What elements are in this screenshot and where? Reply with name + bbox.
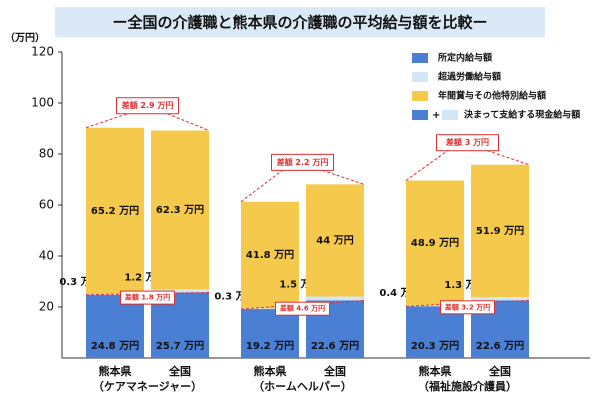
y-tick-label: 60 bbox=[39, 198, 54, 212]
group-label: （福祉施設介護員） bbox=[418, 379, 517, 393]
difference-line bbox=[322, 169, 365, 185]
value-label: 24.8 万円 bbox=[91, 340, 139, 352]
bar-segment bbox=[406, 306, 464, 358]
x-tick-label: 熊本県 bbox=[254, 364, 287, 378]
difference-label: 差額 3.2 万円 bbox=[445, 302, 490, 311]
x-tick-label: 全国 bbox=[323, 364, 346, 378]
group-label: （ケアマネージャー） bbox=[93, 380, 202, 393]
x-tick-label: 全国 bbox=[168, 364, 191, 378]
difference-line bbox=[405, 150, 448, 181]
value-label: 22.6 万円 bbox=[476, 340, 524, 352]
bar-segment bbox=[151, 289, 209, 293]
bar-segment bbox=[406, 180, 464, 306]
bar-segment bbox=[306, 296, 364, 301]
bar-segment bbox=[86, 294, 144, 358]
value-label: 51.9 万円 bbox=[476, 225, 524, 237]
y-tick-label: 120 bbox=[31, 45, 54, 59]
legend-swatch bbox=[412, 53, 428, 63]
chart-title: ー全国の介護職と熊本県の介護職の平均給与額を比較ー bbox=[112, 14, 487, 32]
legend-label: 年間賞与その他特別給与額 bbox=[438, 90, 546, 102]
title-background bbox=[55, 7, 545, 37]
value-label: 25.7 万円 bbox=[156, 340, 204, 352]
bar-segment bbox=[406, 305, 464, 307]
y-axis-label: （万円） bbox=[5, 31, 45, 44]
difference-box bbox=[436, 134, 499, 152]
difference-box bbox=[275, 301, 330, 316]
bar-segment bbox=[471, 164, 529, 298]
value-label: 20.3 万円 bbox=[411, 340, 459, 352]
bar-segment bbox=[151, 130, 209, 290]
difference-label: 差額 2.9 万円 bbox=[121, 100, 174, 110]
x-tick-label: 熊本県 bbox=[419, 364, 452, 378]
value-label: 44 万円 bbox=[316, 234, 353, 246]
y-tick-label: 20 bbox=[39, 300, 54, 314]
bar-segment bbox=[241, 308, 299, 310]
legend-label: 所定内給与額 bbox=[438, 52, 492, 64]
legend-label: 超過労働給与額 bbox=[437, 71, 501, 83]
difference-line bbox=[487, 150, 530, 166]
difference-box bbox=[271, 153, 334, 171]
value-label: 65.2 万円 bbox=[91, 205, 139, 217]
bar-segment bbox=[471, 297, 529, 301]
bar-segment bbox=[86, 127, 144, 294]
difference-label: 差額 4.6 万円 bbox=[280, 304, 325, 313]
value-label: 41.8 万円 bbox=[246, 249, 294, 261]
difference-line bbox=[85, 113, 128, 129]
difference-label: 差額 1.8 万円 bbox=[125, 293, 170, 302]
y-tick-label: 40 bbox=[39, 249, 54, 263]
legend-swatch bbox=[412, 91, 428, 101]
difference-box bbox=[440, 300, 495, 315]
difference-label: 差額 3 万円 bbox=[445, 137, 489, 147]
difference-label: 差額 2.2 万円 bbox=[276, 157, 329, 167]
bar-segment bbox=[241, 309, 299, 358]
value-label: 19.2 万円 bbox=[246, 340, 294, 352]
y-tick-label: 80 bbox=[39, 147, 54, 161]
y-tick-label: 100 bbox=[31, 96, 54, 110]
value-label: 48.9 万円 bbox=[411, 237, 459, 249]
group-label: （ホームヘルパー） bbox=[253, 380, 352, 393]
legend-label: 決まって支給する現金給与額 bbox=[464, 109, 580, 121]
bar-segment bbox=[241, 201, 299, 309]
bar-segment bbox=[306, 184, 364, 297]
legend-swatch bbox=[412, 72, 428, 82]
value-label: 62.3 万円 bbox=[156, 204, 204, 216]
difference-box bbox=[116, 97, 179, 115]
legend-swatch bbox=[412, 110, 428, 120]
bar-segment bbox=[86, 293, 144, 295]
difference-line bbox=[240, 169, 283, 203]
legend-joiner: + bbox=[432, 110, 440, 121]
value-label: 22.6 万円 bbox=[311, 340, 359, 352]
x-tick-label: 熊本県 bbox=[99, 364, 132, 378]
difference-box bbox=[120, 290, 175, 305]
x-tick-label: 全国 bbox=[488, 364, 511, 378]
legend-swatch bbox=[442, 110, 458, 120]
difference-line bbox=[167, 113, 210, 132]
